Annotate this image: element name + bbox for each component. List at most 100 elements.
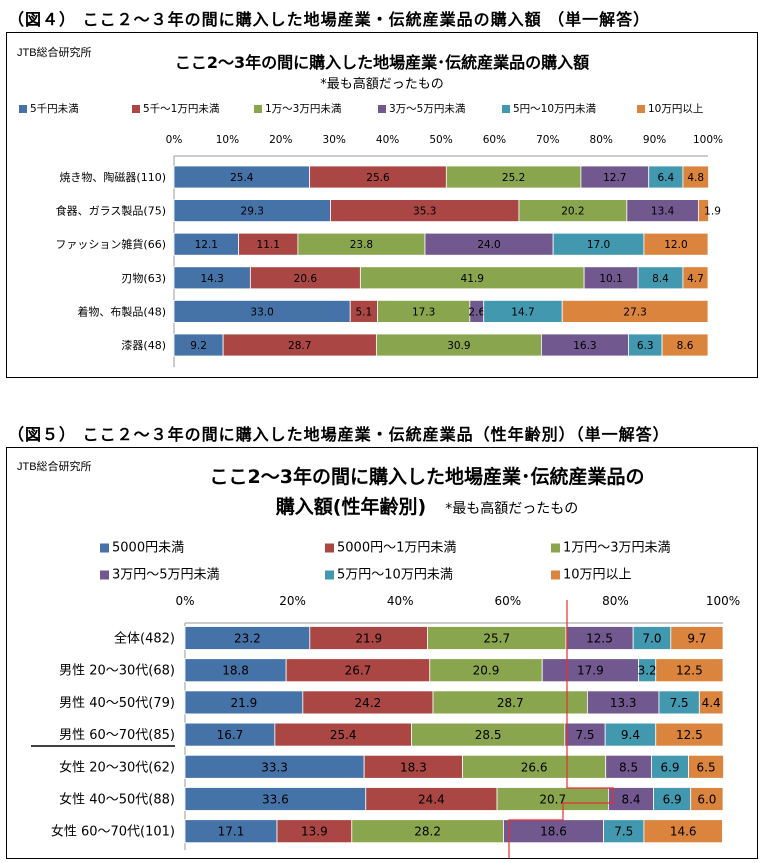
fig5-chart-subtitle: *最も高額だったもの bbox=[445, 501, 579, 517]
fig4-data-label: 14.3 bbox=[200, 273, 223, 285]
fig5-data-label: 33.3 bbox=[261, 760, 288, 774]
fig4-x-tick-label: 30% bbox=[323, 134, 346, 146]
fig4-data-label: 17.0 bbox=[587, 239, 610, 251]
fig5-data-label: 6.0 bbox=[697, 793, 716, 807]
fig5-data-label: 14.6 bbox=[670, 825, 697, 839]
fig4-data-label: 12.0 bbox=[664, 239, 687, 251]
fig4-data-label: 17.3 bbox=[412, 306, 435, 318]
fig4-data-label: 10.1 bbox=[599, 273, 622, 285]
fig4-chart-subtitle: *最も高額だったもの bbox=[320, 77, 444, 92]
fig4-legend-swatch-5 bbox=[637, 105, 645, 113]
fig5-legend-label-4: 5万円～10万円未満 bbox=[337, 568, 453, 583]
fig5-legend-swatch-2 bbox=[551, 543, 560, 553]
fig5-data-label: 21.9 bbox=[355, 632, 382, 646]
fig5-data-label: 9.7 bbox=[687, 632, 706, 646]
fig4-bar-segment bbox=[643, 232, 709, 256]
fig4-legend-label-0: 5千円未満 bbox=[30, 103, 79, 115]
fig5-data-label: 18.6 bbox=[540, 825, 567, 839]
fig4-bar-segment bbox=[661, 333, 709, 357]
fig5-data-label: 13.9 bbox=[301, 825, 328, 839]
fig5-chart-title: ここ2～3年の間に購入した地場産業･伝統産業品の bbox=[209, 466, 645, 488]
fig4-legend-swatch-3 bbox=[378, 105, 386, 113]
fig4-x-tick-label: 20% bbox=[269, 134, 292, 146]
fig4-x-tick-label: 40% bbox=[376, 134, 399, 146]
fig5-x-tick-label: 60% bbox=[494, 594, 521, 608]
fig4-bar-segment bbox=[561, 299, 709, 323]
fig4-data-label: 9.2 bbox=[190, 340, 207, 352]
fig5-legend-swatch-3 bbox=[100, 570, 109, 580]
fig4-data-label: 2.6 bbox=[468, 306, 485, 318]
fig4-chart: 5千円未満 5千～1万円未満 1万～3万円未満 3万～5万円未満 5円～10万円未満 10… bbox=[19, 103, 723, 367]
fig4-data-label: 25.4 bbox=[230, 172, 254, 184]
fig4-data-label: 12.7 bbox=[603, 172, 626, 184]
fig5-data-label: 4.4 bbox=[702, 696, 721, 710]
fig4-data-label: 35.3 bbox=[413, 206, 436, 218]
fig5-data-label: 21.9 bbox=[231, 696, 258, 710]
fig5-category-label: 女性 60～70代(101) bbox=[51, 824, 175, 840]
fig4-source: JTB総合研究所 bbox=[17, 47, 92, 59]
fig4-data-label: 24.0 bbox=[477, 239, 500, 251]
fig5-data-label: 20.9 bbox=[473, 664, 500, 678]
fig4-x-tick-label: 60% bbox=[483, 134, 506, 146]
fig5-bar-segment bbox=[655, 658, 724, 683]
fig5-x-tick-label: 40% bbox=[387, 594, 414, 608]
fig4-category-label: 刃物(63) bbox=[121, 271, 166, 285]
fig5-bar-segment bbox=[670, 626, 724, 650]
fig5-data-label: 7.5 bbox=[614, 825, 633, 839]
fig4-data-label: 6.4 bbox=[657, 172, 674, 184]
fig5-data-label: 16.7 bbox=[217, 728, 244, 742]
fig5-data-label: 13.3 bbox=[610, 696, 637, 710]
fig4-data-label: 1.9 bbox=[704, 206, 721, 218]
fig5-bar-segment bbox=[688, 754, 724, 779]
fig5-data-label: 28.2 bbox=[414, 825, 441, 839]
fig4-category-label: 着物、布製品(48) bbox=[77, 304, 166, 318]
fig4-data-label: 12.1 bbox=[195, 239, 218, 251]
fig5-legend-label-0: 5000円未満 bbox=[112, 541, 184, 556]
fig4-data-label: 25.6 bbox=[366, 172, 390, 184]
fig5-data-label: 12.5 bbox=[676, 728, 703, 742]
fig5-legend-swatch-4 bbox=[325, 570, 334, 580]
fig5-data-label: 7.5 bbox=[575, 728, 594, 742]
fig5-bar-segment bbox=[655, 722, 724, 747]
fig4-x-tick-label: 80% bbox=[590, 134, 613, 146]
fig5-data-label: 25.4 bbox=[330, 728, 357, 742]
fig4-x-tick-label: 90% bbox=[643, 134, 666, 146]
fig5-legend-label-1: 5000円～1万円未満 bbox=[337, 541, 456, 556]
fig5-data-label: 20.7 bbox=[539, 793, 566, 807]
fig5-data-label: 9.4 bbox=[621, 728, 640, 742]
fig4-data-label: 13.4 bbox=[651, 206, 675, 218]
fig5-data-label: 17.1 bbox=[218, 825, 245, 839]
fig5-data-label: 7.0 bbox=[642, 632, 661, 646]
fig4-data-label: 4.7 bbox=[687, 273, 704, 285]
fig5-category-label: 男性 60～70代(85) bbox=[59, 728, 175, 743]
fig5-data-label: 23.2 bbox=[234, 632, 261, 646]
fig5-legend-swatch-0 bbox=[100, 543, 109, 553]
fig4-x-tick-label: 100% bbox=[693, 134, 723, 146]
fig4-data-label: 30.9 bbox=[447, 340, 470, 352]
fig5-legend-swatch-1 bbox=[325, 543, 334, 553]
fig4-data-label: 8.4 bbox=[652, 273, 669, 285]
fig5-data-label: 24.4 bbox=[418, 793, 445, 807]
fig4-legend-label-2: 1万～3万円未満 bbox=[265, 103, 342, 115]
fig4-data-label: 29.3 bbox=[241, 206, 264, 218]
fig5-data-label: 18.3 bbox=[400, 760, 427, 774]
fig5-data-label: 26.7 bbox=[345, 664, 372, 678]
fig4-legend-swatch-0 bbox=[19, 105, 27, 113]
fig4-bar-segment bbox=[682, 266, 709, 290]
fig5-data-label: 26.6 bbox=[521, 760, 548, 774]
fig5-data-label: 8.5 bbox=[619, 760, 638, 774]
fig4-chart-title: ここ2～3年の間に購入した地場産業･伝統産業品の購入額 bbox=[174, 53, 590, 72]
fig4-data-label: 6.3 bbox=[637, 340, 654, 352]
fig5-x-tick-label: 80% bbox=[602, 594, 629, 608]
fig4-data-label: 5.1 bbox=[355, 306, 372, 318]
fig4-data-label: 16.3 bbox=[573, 340, 596, 352]
fig5-legend-label-5: 10万円以上 bbox=[563, 568, 632, 583]
fig5-title-line2-row: 購入額(性年齢別) *最も高額だったもの bbox=[117, 492, 737, 519]
fig5-data-label: 25.7 bbox=[483, 632, 510, 646]
fig4-category-label: 漆器(48) bbox=[121, 339, 166, 352]
fig4-x-tick-label: 70% bbox=[536, 134, 559, 146]
fig5-data-label: 6.9 bbox=[660, 760, 679, 774]
fig4-legend-label-4: 5円～10万円未満 bbox=[513, 103, 597, 115]
fig5-data-label: 12.5 bbox=[586, 632, 613, 646]
fig4-x-tick-label: 0% bbox=[166, 134, 183, 146]
